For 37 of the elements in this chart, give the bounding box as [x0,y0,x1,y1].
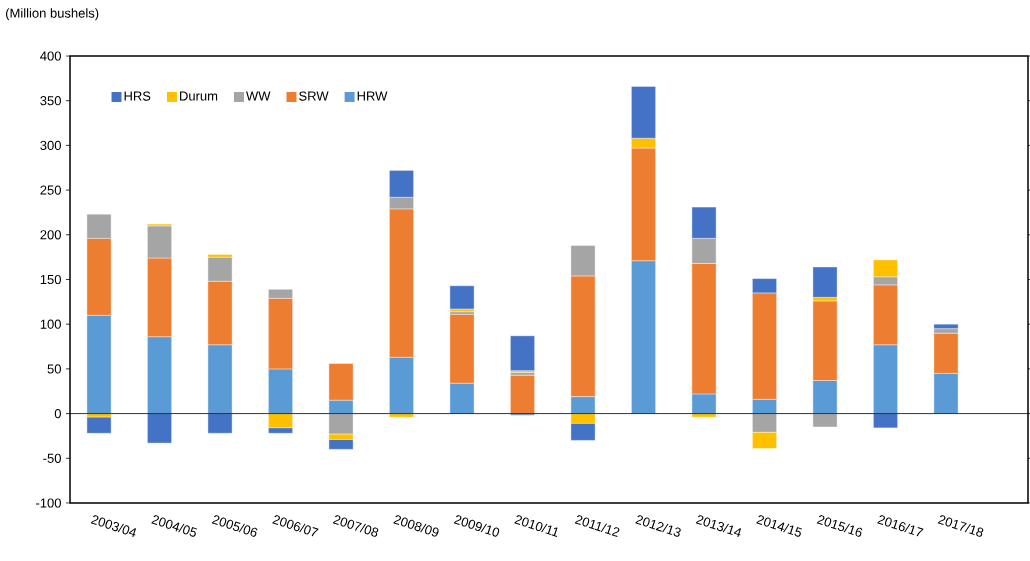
x-tick-label: 2012/13 [635,515,681,537]
bar [449,285,475,310]
legend-label: HRW [357,91,388,101]
y-tick-label: 150 [40,274,61,285]
y-tick-label: -50 [43,453,61,463]
legend-label: WW [246,91,271,101]
x-tick-label: 2008/09 [393,515,439,537]
x-tick-label: 2009/10 [453,515,500,537]
x-tick-label: 2016/17 [877,515,924,537]
bar [510,374,535,414]
y-tick-label: 200 [40,230,61,240]
y-tick-label: 300 [40,140,61,150]
x-tick-label: 2010/11 [514,515,558,538]
y-tick-label: 50 [47,364,61,374]
legend-label: SRW [299,91,329,101]
x-tick-label: 2011/12 [574,515,620,537]
x-tick-label: 2003/04 [90,515,137,537]
y-tick-label: -100 [36,498,61,508]
y-tick-label: 0 [54,408,61,419]
x-tick-label: 2006/07 [272,515,319,537]
x-tick-label: 2017/18 [937,515,984,537]
bar [812,266,838,298]
x-tick-label: 2005/06 [211,515,258,537]
x-tick-label: 2015/16 [816,515,863,537]
bar [86,416,112,434]
legend-label: Durum [180,91,218,101]
x-tick-label: 2007/08 [332,515,379,537]
y-tick-label: 100 [40,319,61,329]
x-tick-label: 2004/05 [151,515,198,537]
x-tick-label: 2014/15 [756,515,803,537]
y-tick-label: 400 [40,51,61,61]
legend-label: HRS [124,91,151,101]
bar [510,335,535,371]
y-axis-title: (Million bushels) [6,8,99,21]
y-tick-label: 350 [40,96,61,106]
y-tick-label: 250 [40,185,61,195]
x-tick-label: 2013/14 [695,515,742,537]
